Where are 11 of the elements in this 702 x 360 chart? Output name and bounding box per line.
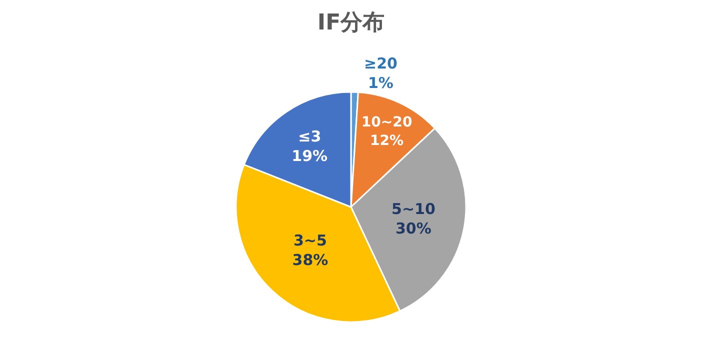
slice-label: 10~20 (361, 114, 412, 130)
slice-label: ≤3 (298, 127, 322, 146)
data-label: 30% (395, 220, 432, 238)
data-label: 19% (292, 146, 328, 165)
slice-label: 5~10 (392, 200, 436, 218)
chart-title: IF分布 (317, 10, 385, 36)
slice-label: ≥20 (364, 54, 398, 73)
data-label: 12% (370, 132, 404, 149)
data-label: 1% (368, 74, 394, 92)
slice-label: 3~5 (293, 232, 327, 250)
data-label: 38% (292, 251, 328, 270)
